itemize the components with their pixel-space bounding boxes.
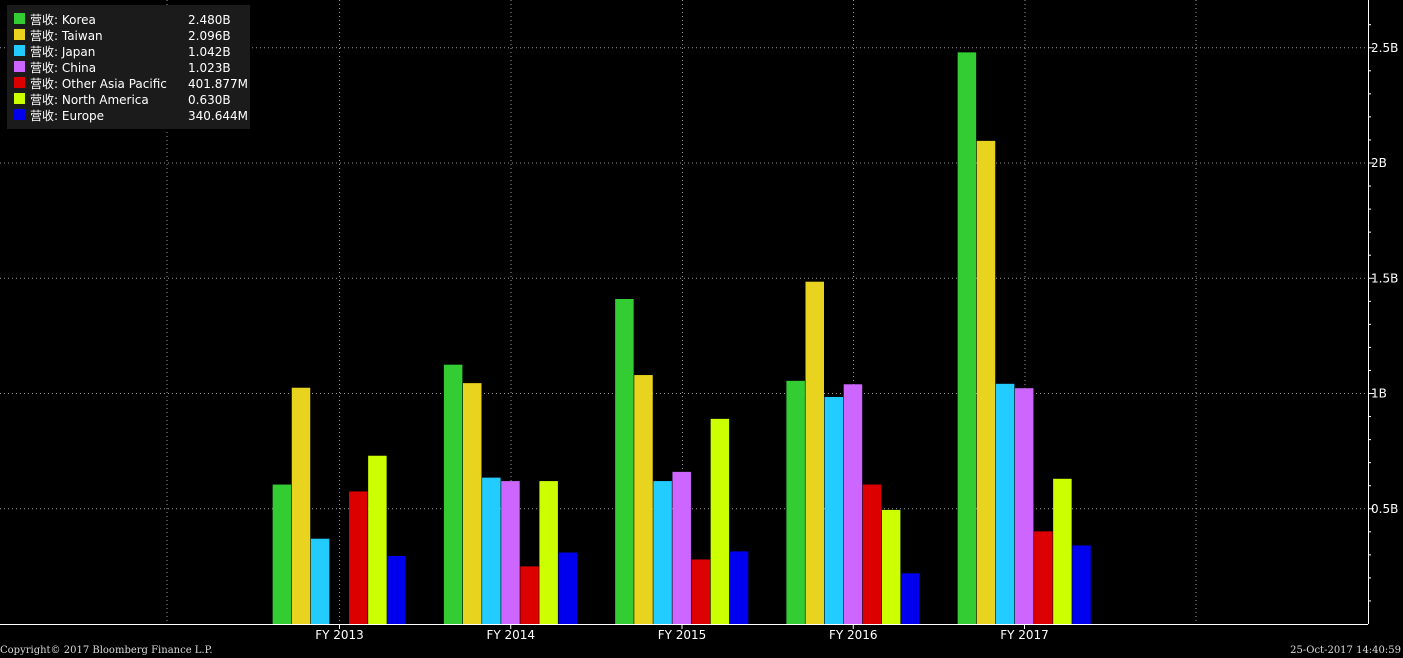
legend-swatch xyxy=(14,29,25,40)
y-tick-label: 2.5B xyxy=(1371,41,1398,55)
bar-north-america xyxy=(710,418,730,625)
legend-series-name: 营收: Japan xyxy=(30,45,95,59)
bar-korea xyxy=(443,364,463,624)
bar-taiwan xyxy=(976,140,996,624)
legend-series-name: 营收: Other Asia Pacific xyxy=(30,77,167,91)
bar-north-america xyxy=(881,509,901,624)
legend-series-value: 2.096B xyxy=(188,29,231,43)
legend-series-value: 401.877M xyxy=(188,77,248,91)
legend: 营收: Korea 2.480B 营收: Taiwan 2.096B 营收: Japan… xyxy=(7,5,250,129)
y-tick-label: 1.5B xyxy=(1371,271,1398,285)
bar-japan xyxy=(995,383,1015,624)
legend-swatch xyxy=(14,93,25,104)
bar-taiwan xyxy=(291,387,311,624)
timestamp-text: 25-Oct-2017 14:40:59 xyxy=(1290,645,1401,656)
legend-series-value: 0.630B xyxy=(188,93,231,107)
bar-europe xyxy=(901,573,920,624)
bar-japan xyxy=(310,538,330,624)
bars xyxy=(272,52,1091,625)
bar-other-asia-pacific xyxy=(349,491,368,624)
bar-europe xyxy=(729,551,749,624)
legend-series-name: 营收: Taiwan xyxy=(30,29,103,43)
y-tick-label: 0.5B xyxy=(1371,502,1398,516)
legend-series-value: 1.042B xyxy=(188,45,231,59)
bar-korea xyxy=(272,484,292,624)
y-tick-label: 1B xyxy=(1371,387,1387,401)
bar-north-america xyxy=(539,481,558,624)
bar-taiwan xyxy=(634,375,653,624)
bar-other-asia-pacific xyxy=(520,566,539,625)
legend-swatch xyxy=(14,61,25,72)
bar-europe xyxy=(1072,545,1091,624)
x-tick-label: FY 2014 xyxy=(486,628,535,642)
bar-japan xyxy=(653,481,672,624)
x-tick-label: FY 2016 xyxy=(829,628,878,642)
bar-korea xyxy=(615,299,634,624)
bar-other-asia-pacific xyxy=(1034,531,1053,624)
y-tick-label: 2B xyxy=(1371,156,1387,170)
legend-series-value: 2.480B xyxy=(188,13,231,27)
bar-japan xyxy=(482,477,501,624)
bar-europe xyxy=(387,556,406,624)
bar-china xyxy=(1014,388,1034,624)
legend-swatch xyxy=(14,77,25,88)
legend-series-name: 营收: Korea xyxy=(30,13,96,27)
bar-other-asia-pacific xyxy=(862,484,882,624)
x-tick-label: FY 2017 xyxy=(1000,628,1049,642)
legend-series-value: 1.023B xyxy=(188,61,231,75)
legend-series-name: 营收: Europe xyxy=(30,109,104,123)
legend-swatch xyxy=(14,109,25,120)
legend-swatch xyxy=(14,13,25,24)
bar-japan xyxy=(824,396,844,624)
legend-series-value: 340.644M xyxy=(188,109,248,123)
legend-series-name: 营收: China xyxy=(30,61,96,75)
bar-china xyxy=(843,384,863,624)
x-tick-label: FY 2013 xyxy=(315,628,364,642)
legend-background xyxy=(7,5,250,129)
bar-other-asia-pacific xyxy=(691,559,711,624)
legend-swatch xyxy=(14,45,25,56)
legend-series-name: 营收: North America xyxy=(30,93,149,107)
bar-korea xyxy=(786,380,805,624)
bar-taiwan xyxy=(463,383,482,624)
bar-korea xyxy=(957,52,977,625)
x-tick-label: FY 2015 xyxy=(658,628,707,642)
bar-taiwan xyxy=(805,281,824,624)
bar-europe xyxy=(558,552,577,624)
bar-china xyxy=(501,481,520,624)
bar-north-america xyxy=(368,455,387,624)
bar-china xyxy=(672,471,691,624)
bar-north-america xyxy=(1053,478,1072,624)
copyright-text: Copyright© 2017 Bloomberg Finance L.P. xyxy=(0,645,213,656)
